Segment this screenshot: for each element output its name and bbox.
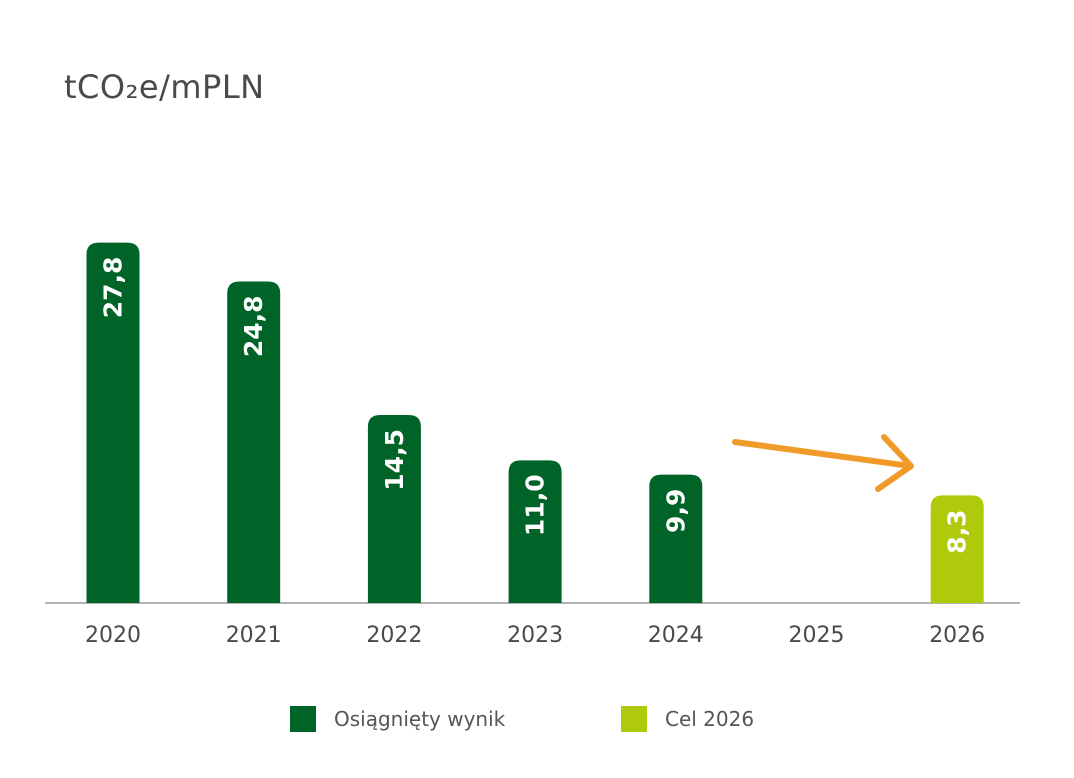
x-tick-label: 2020	[85, 623, 141, 648]
x-tick-label: 2025	[789, 623, 845, 648]
bar	[930, 495, 984, 603]
bar-value-label: 9,9	[661, 489, 690, 533]
bar-value-label: 8,3	[943, 509, 972, 553]
bar	[227, 281, 281, 603]
trend-arrow-head-icon	[875, 434, 914, 492]
legend-item-achieved: Osiągnięty wynik	[290, 706, 505, 732]
legend-swatch-target	[621, 706, 647, 732]
x-tick-label: 2026	[929, 623, 985, 648]
bar	[367, 415, 421, 603]
trend-arrow-shaft	[732, 439, 913, 469]
bar-value-label: 24,8	[239, 295, 268, 357]
x-tick-label: 2024	[648, 623, 704, 648]
bar-value-label: 11,0	[521, 474, 550, 536]
chart-unit-title: tCO₂e/mPLN	[64, 68, 265, 106]
legend-item-target: Cel 2026	[621, 706, 754, 732]
legend-swatch-achieved	[290, 706, 316, 732]
bar	[649, 474, 703, 603]
bar	[86, 242, 140, 604]
legend-label-achieved: Osiągnięty wynik	[334, 707, 506, 731]
x-tick-label: 2022	[366, 623, 422, 648]
bar-value-label: 27,8	[99, 257, 128, 319]
bar	[508, 460, 562, 603]
x-tick-label: 2021	[226, 623, 282, 648]
legend-label-target: Cel 2026	[665, 707, 755, 731]
x-tick-label: 2023	[507, 623, 563, 648]
bar-value-label: 14,5	[380, 429, 409, 491]
